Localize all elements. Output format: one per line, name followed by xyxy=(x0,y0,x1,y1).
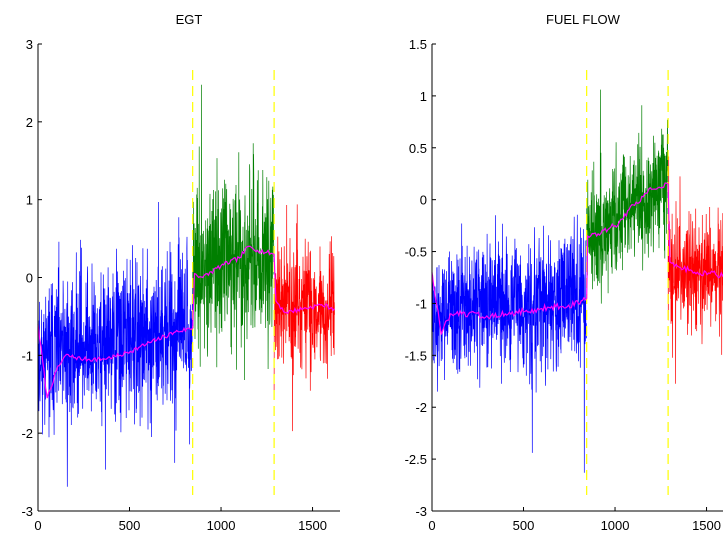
fuel-flow-x-tick-label: 1000 xyxy=(601,518,630,533)
fuel-flow-segment-0 xyxy=(431,214,588,473)
egt-x-tick-label: 500 xyxy=(119,518,141,533)
fuel-flow-y-tick-label: -1 xyxy=(415,296,427,311)
egt-y-tick-label: -2 xyxy=(21,426,33,441)
fuel-flow-segment-2 xyxy=(667,156,723,384)
egt-panel: EGT -3 -2 -1 0 1 2 3 0 500 1000 1500 xyxy=(21,12,340,533)
fuel-flow-y-tick-label: -0.5 xyxy=(405,245,427,260)
egt-x-tick-label: 1000 xyxy=(207,518,236,533)
fuel-flow-x-tick-label: 0 xyxy=(428,518,435,533)
egt-moving-average xyxy=(37,245,335,399)
egt-y-tick-label: -3 xyxy=(21,504,33,519)
fuel-flow-moving-average-line xyxy=(431,182,723,335)
fuel-flow-y-tick-label: -3 xyxy=(415,504,427,519)
egt-x-tick-label: 1500 xyxy=(298,518,327,533)
egt-y-tick-label: 1 xyxy=(26,193,33,208)
fuel-flow-moving-average xyxy=(431,182,723,335)
egt-y-tick-label: 2 xyxy=(26,115,33,130)
fuel-flow-title: FUEL FLOW xyxy=(546,12,621,27)
fuel-flow-y-tick-label: 0.5 xyxy=(409,141,427,156)
egt-segment-2 xyxy=(273,204,335,432)
fuel-flow-y-tick-label: 1 xyxy=(420,89,427,104)
fuel-flow-axes: -3 -2.5 -2 -1.5 -1 -0.5 0 0.5 1 1.5 0 500 1000 1500 xyxy=(405,37,723,533)
fuel-flow-segment-1 xyxy=(586,89,669,304)
fuel-flow-x-tick-label: 1500 xyxy=(692,518,721,533)
egt-segment-0 xyxy=(37,201,194,487)
egt-moving-average-line xyxy=(37,245,335,399)
egt-changepoint-lines xyxy=(192,70,275,495)
fuel-flow-x-tick-label: 500 xyxy=(513,518,535,533)
egt-axes: -3 -2 -1 0 1 2 3 0 500 1000 1500 xyxy=(21,37,340,533)
fuel-flow-panel: FUEL FLOW -3 -2.5 -2 -1.5 -1 -0.5 0 0.5 1 1.5 0 500… xyxy=(405,12,723,533)
egt-title: EGT xyxy=(176,12,203,27)
egt-y-tick-label: -1 xyxy=(21,348,33,363)
fuel-flow-y-tick-label: 0 xyxy=(420,193,427,208)
fuel-flow-y-tick-label: 1.5 xyxy=(409,37,427,52)
fuel-flow-y-tick-label: -2 xyxy=(415,400,427,415)
egt-traces xyxy=(37,84,335,487)
fuel-flow-y-tick-label: -1.5 xyxy=(405,348,427,363)
fuel-flow-traces xyxy=(431,89,723,473)
egt-segment-1 xyxy=(192,84,275,381)
fuel-flow-y-tick-label: -2.5 xyxy=(405,452,427,467)
egt-x-tick-label: 0 xyxy=(34,518,41,533)
egt-y-tick-label: 0 xyxy=(26,271,33,286)
egt-y-tick-label: 3 xyxy=(26,37,33,52)
